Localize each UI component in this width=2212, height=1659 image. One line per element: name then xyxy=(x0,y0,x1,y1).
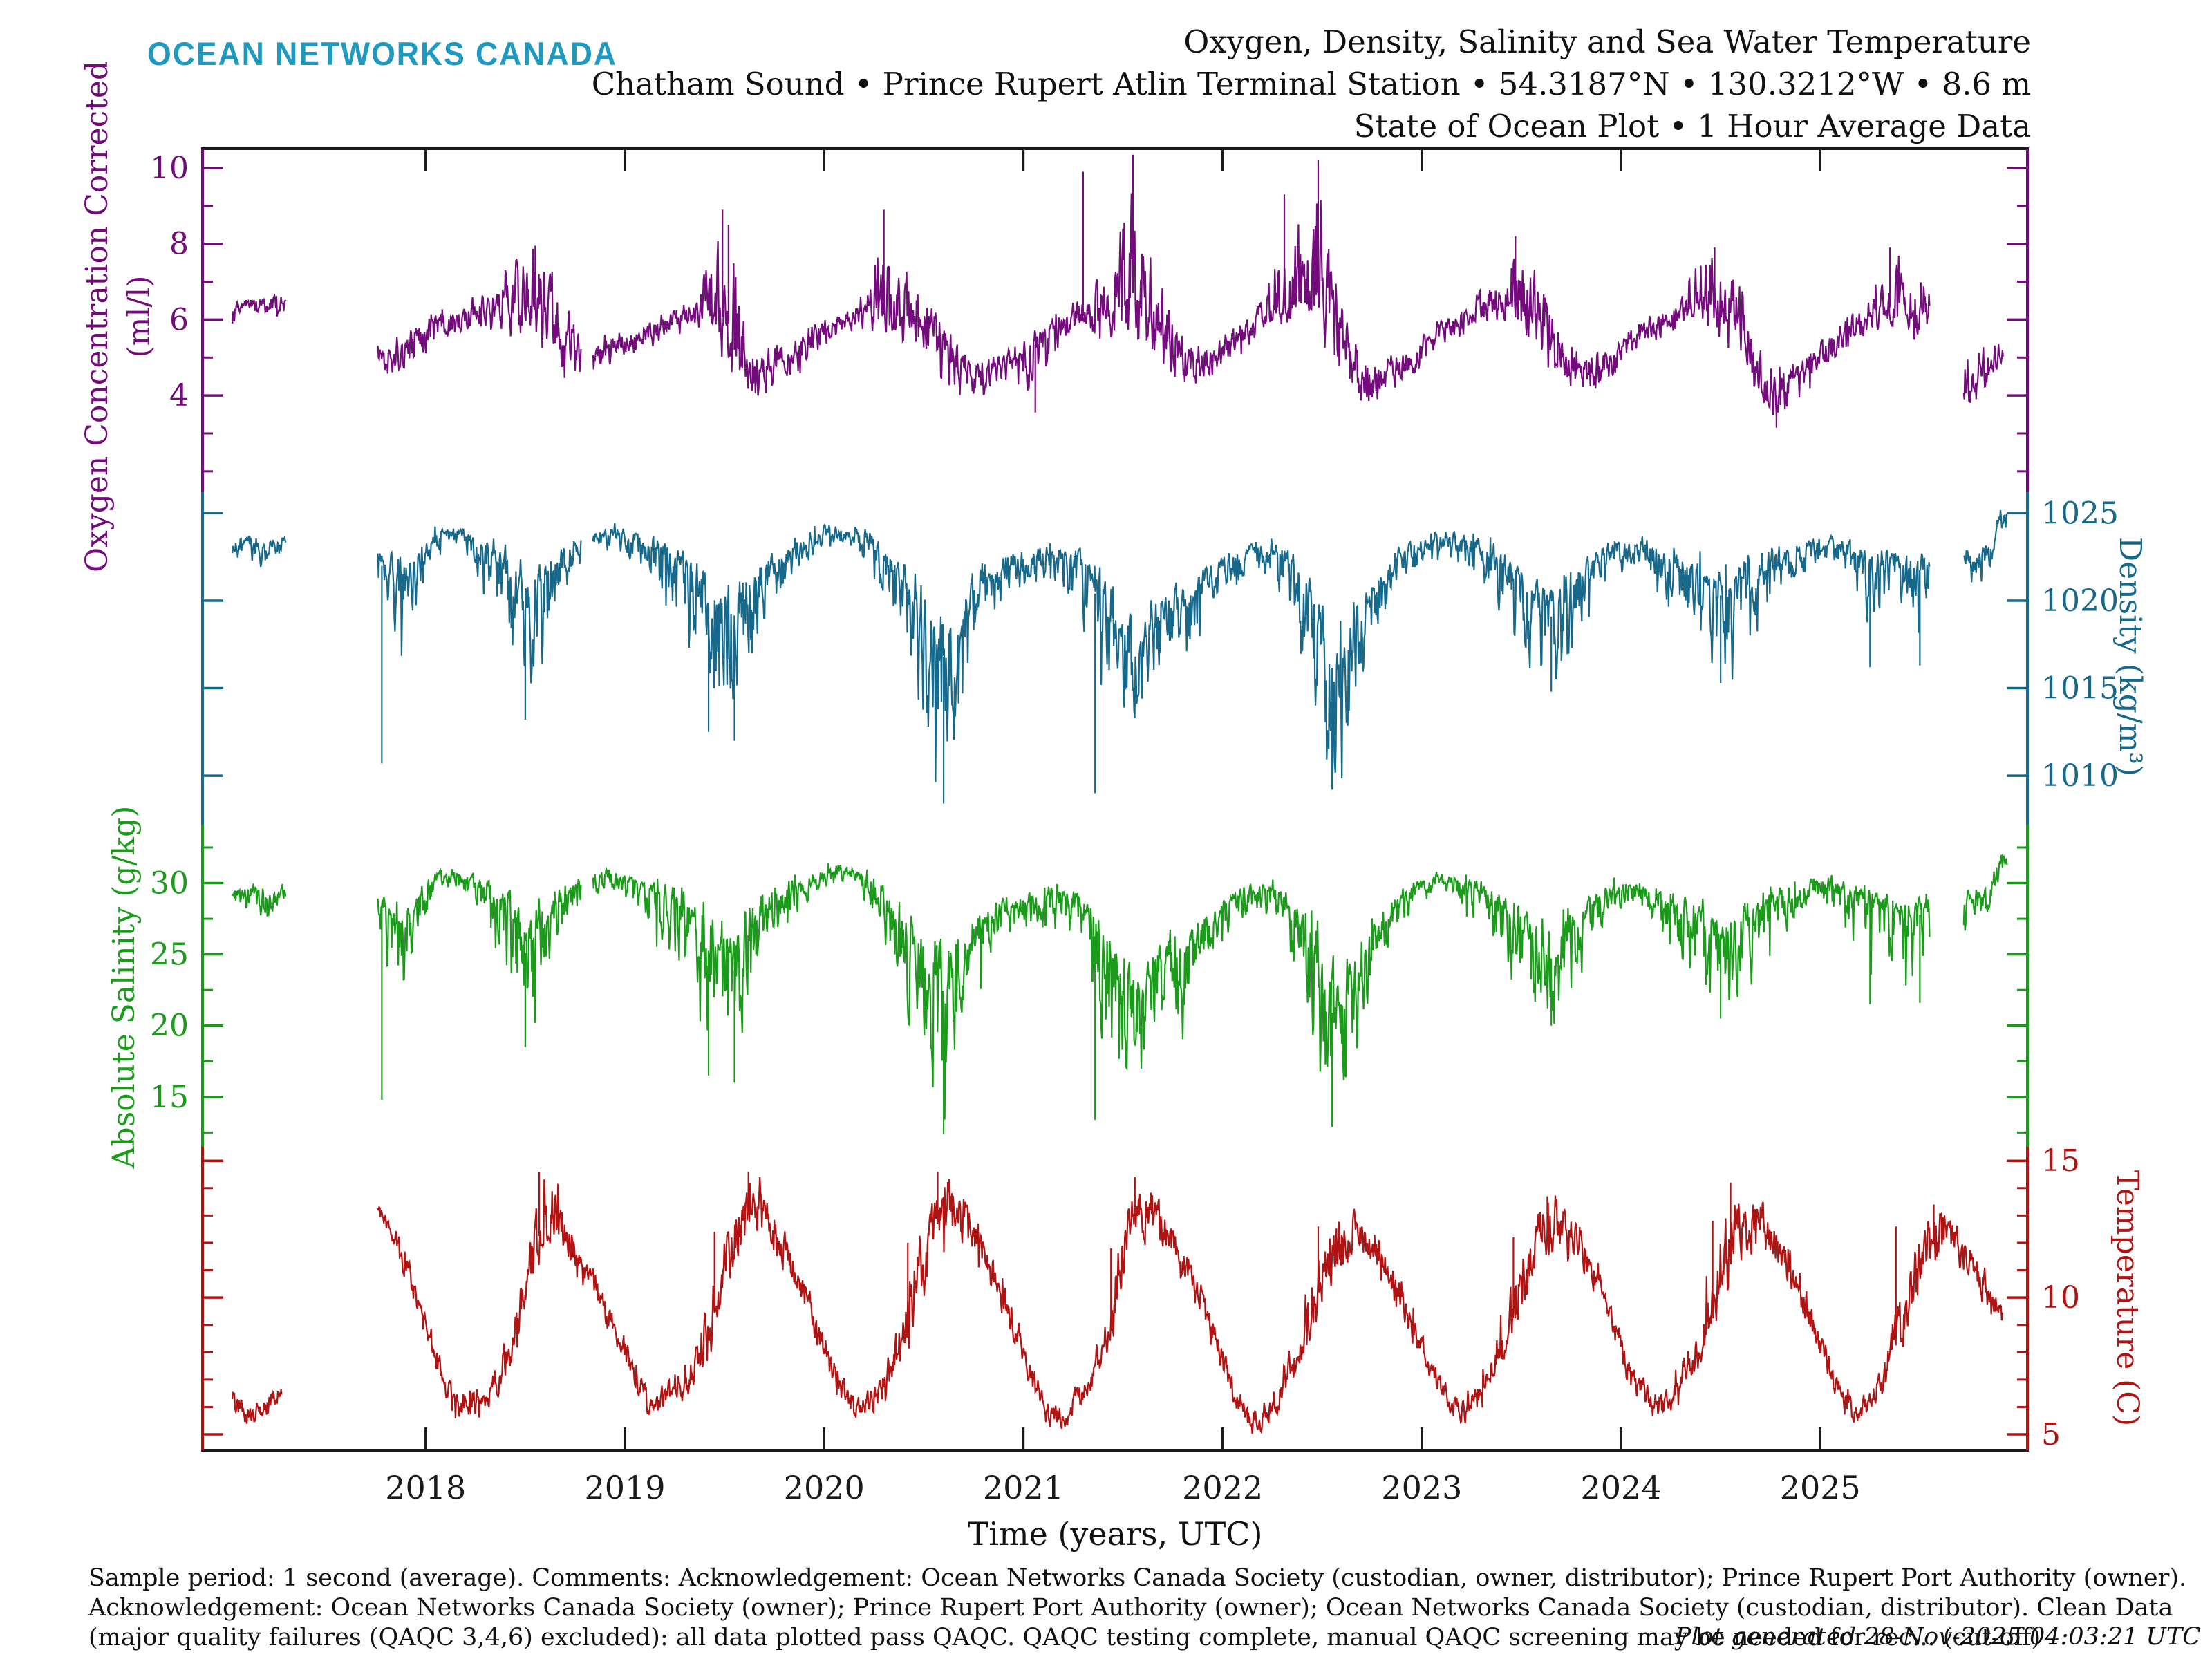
svg-text:6: 6 xyxy=(169,302,189,337)
svg-text:2023: 2023 xyxy=(1381,1469,1462,1506)
svg-text:10: 10 xyxy=(2041,1280,2080,1315)
svg-text:1010: 1010 xyxy=(2041,758,2119,794)
density-axis-label: Density (kg/m³) xyxy=(2112,536,2148,777)
plot-title-line3: State of Ocean Plot • 1 Hour Average Dat… xyxy=(1353,108,2031,144)
svg-text:1020: 1020 xyxy=(2041,583,2119,619)
svg-text:25: 25 xyxy=(150,937,189,973)
svg-text:15: 15 xyxy=(2041,1143,2080,1179)
svg-text:2025: 2025 xyxy=(1780,1469,1861,1506)
plot-title-block: Oxygen, Density, Salinity and Sea Water … xyxy=(592,21,2031,147)
svg-text:2019: 2019 xyxy=(584,1469,665,1506)
svg-text:2021: 2021 xyxy=(983,1469,1064,1506)
footer-line2: Acknowledgement: Ocean Networks Canada S… xyxy=(88,1594,2173,1622)
svg-text:20: 20 xyxy=(150,1009,189,1044)
svg-text:1015: 1015 xyxy=(2041,671,2119,706)
footer-line3: (major quality failures (QAQC 3,4,6) exc… xyxy=(88,1624,2041,1651)
svg-text:5: 5 xyxy=(2041,1417,2061,1452)
svg-text:30: 30 xyxy=(150,866,189,901)
x-axis-label: Time (years, UTC) xyxy=(967,1515,1263,1553)
onc-logo: OCEAN NETWORKS CANADA xyxy=(147,35,617,72)
footer-line1: Sample period: 1 second (average). Comme… xyxy=(88,1564,2187,1592)
oxygen-axis-unit-label: (ml/l) xyxy=(121,275,157,358)
svg-text:2020: 2020 xyxy=(784,1469,865,1506)
svg-text:8: 8 xyxy=(169,227,189,262)
svg-text:4: 4 xyxy=(169,378,189,413)
plot-generated-timestamp: Plot generated 28-Nov-2025 04:03:21 UTC xyxy=(1674,1623,2201,1651)
plot-title-line1: Oxygen, Density, Salinity and Sea Water … xyxy=(1183,24,2031,60)
svg-text:15: 15 xyxy=(150,1080,189,1115)
oxygen-axis-label: Oxygen Concentration Corrected xyxy=(79,60,115,573)
svg-text:2022: 2022 xyxy=(1182,1469,1263,1506)
svg-text:2024: 2024 xyxy=(1581,1469,1662,1506)
salinity-axis-label: Absolute Salinity (g/kg) xyxy=(106,805,142,1169)
svg-text:2018: 2018 xyxy=(385,1469,466,1506)
temperature-axis-label: Temperature (C) xyxy=(2110,1170,2146,1427)
plot-title-line2: Chatham Sound • Prince Rupert Atlin Term… xyxy=(591,66,2031,102)
svg-text:10: 10 xyxy=(150,151,189,186)
footer-comments: Sample period: 1 second (average). Comme… xyxy=(88,1564,2204,1653)
svg-text:1025: 1025 xyxy=(2041,496,2119,531)
